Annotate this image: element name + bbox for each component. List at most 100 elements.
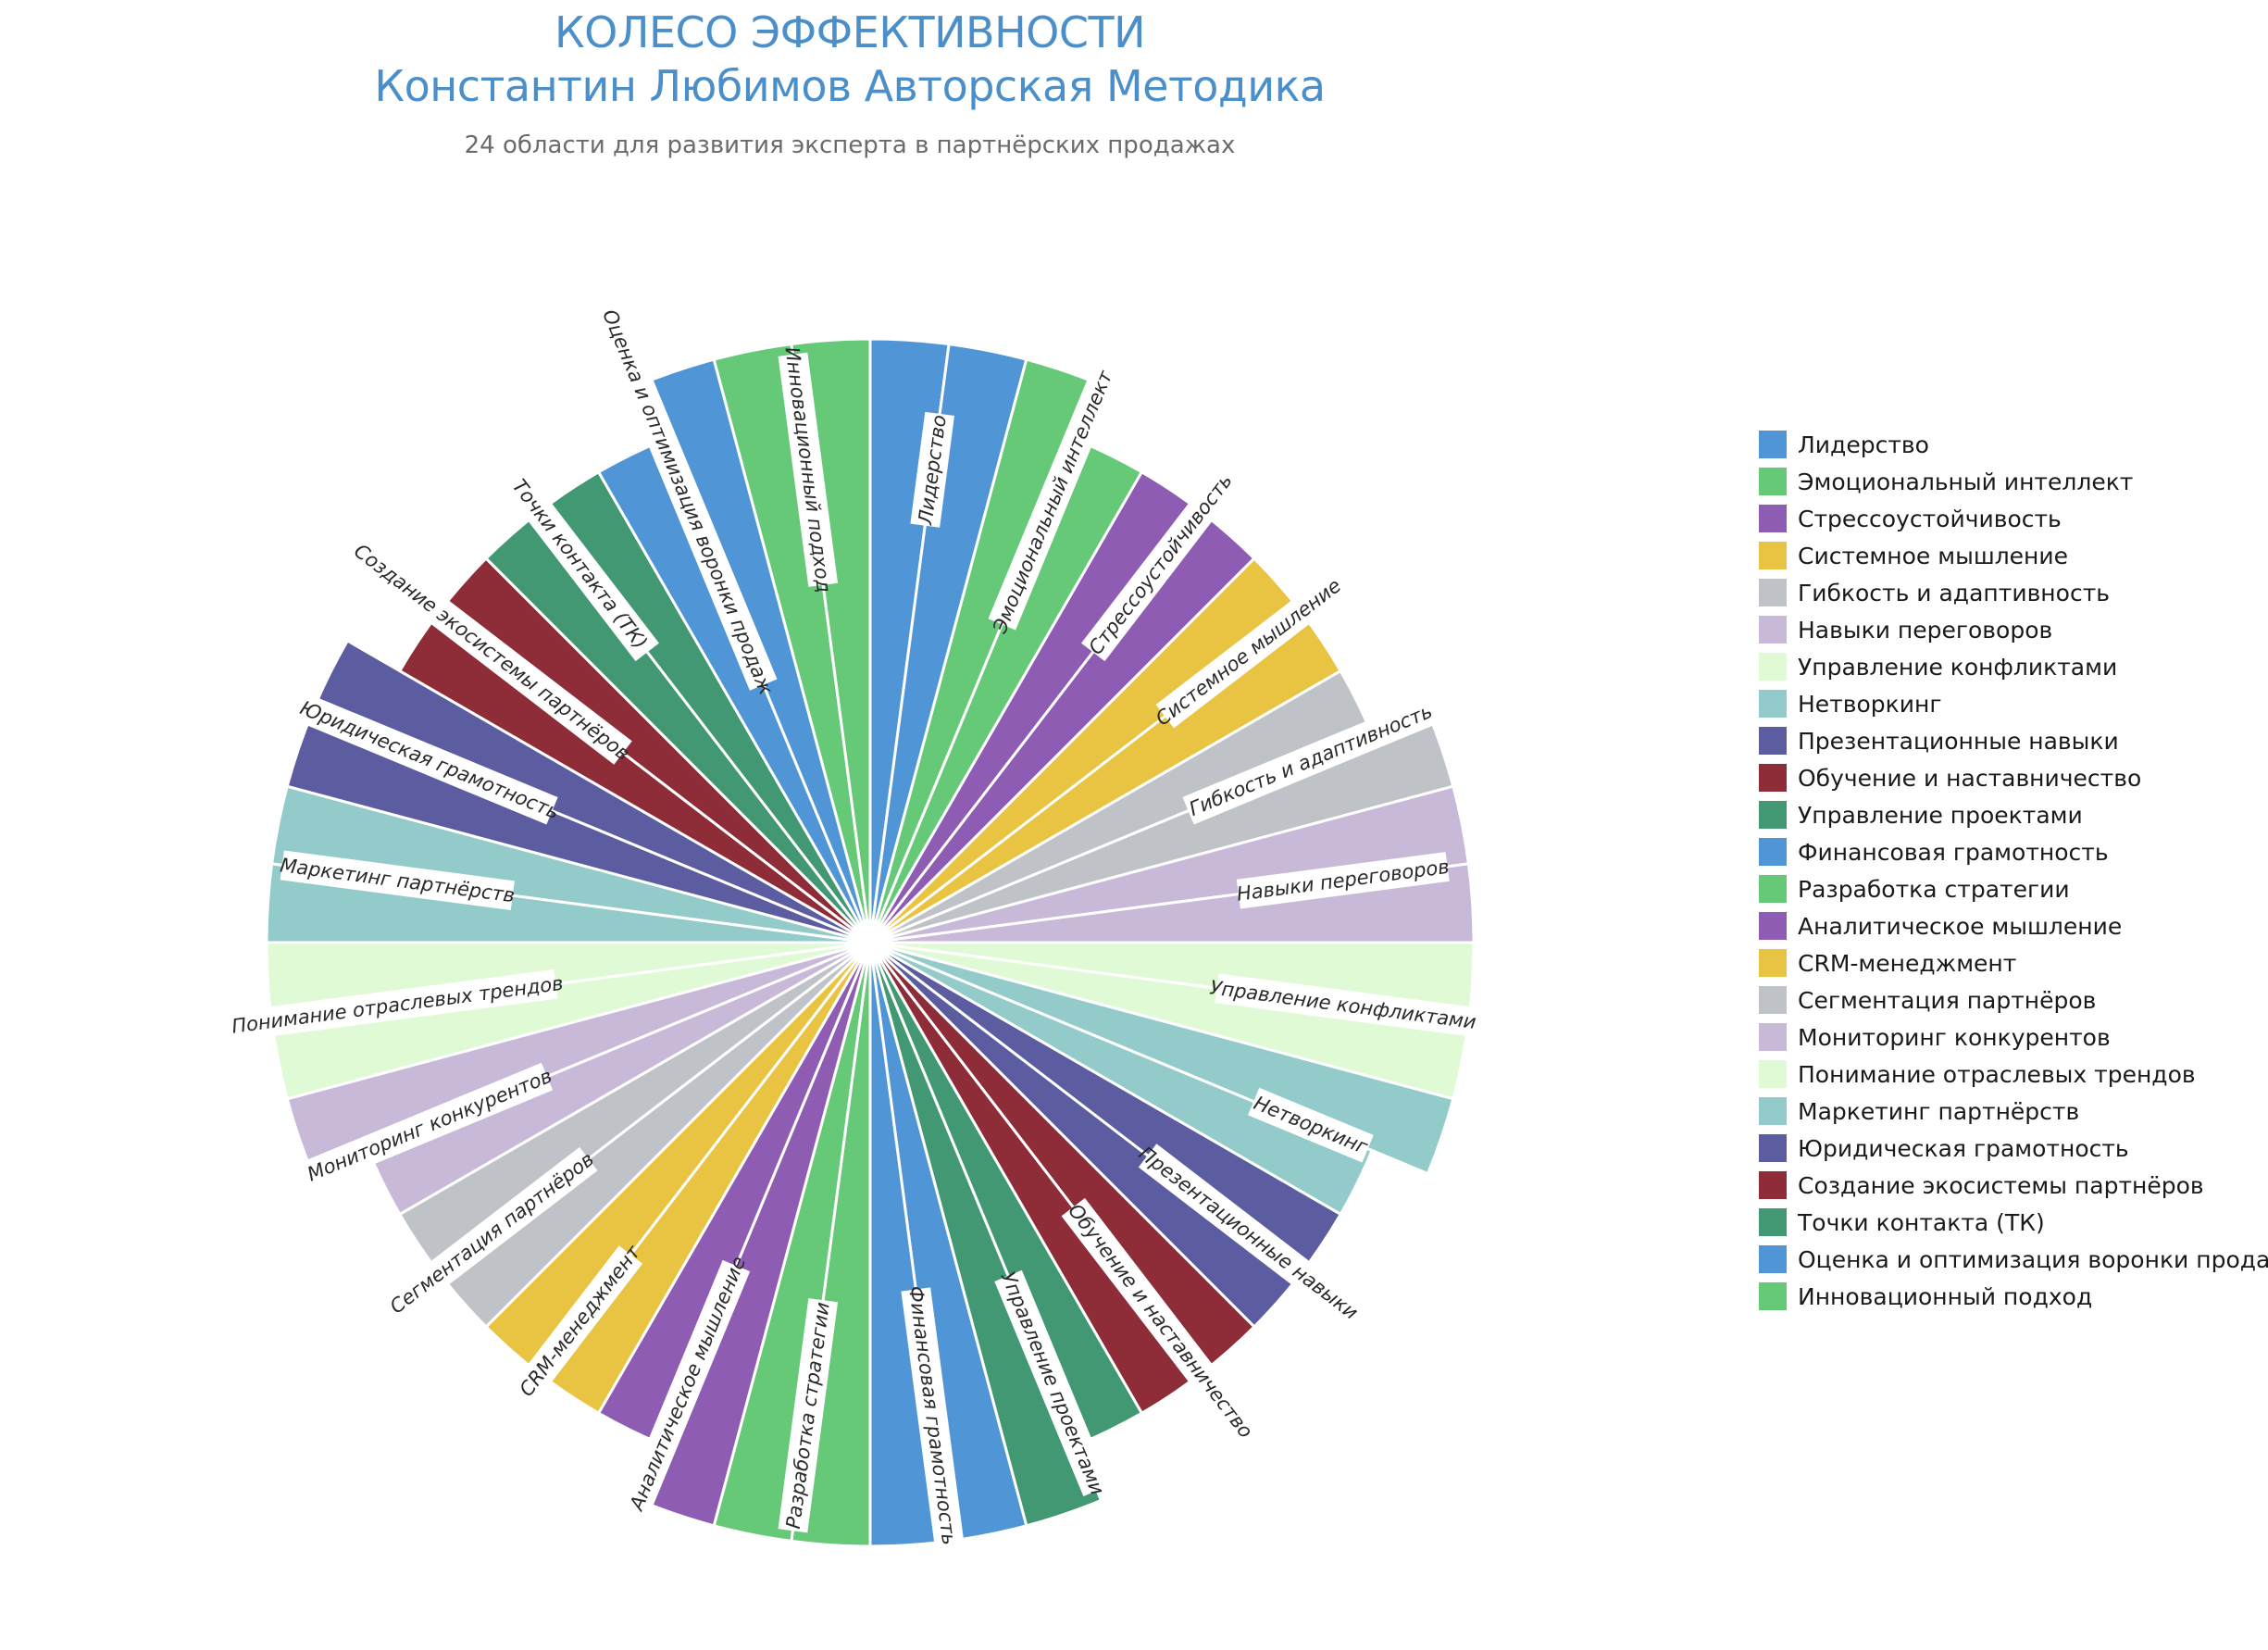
legend-item-24[interactable]: Инновационный подход bbox=[1759, 1278, 2268, 1315]
legend-item-15[interactable]: CRM-менеджмент bbox=[1759, 944, 2268, 981]
legend-swatch bbox=[1759, 801, 1787, 829]
legend-item-9[interactable]: Презентационные навыки bbox=[1759, 722, 2268, 759]
wedge-label-bg-19 bbox=[280, 850, 515, 911]
legend-swatch bbox=[1759, 1097, 1787, 1125]
legend-swatch bbox=[1759, 764, 1787, 792]
legend-swatch bbox=[1759, 653, 1787, 681]
wedge-label-bg-9 bbox=[1138, 1144, 1359, 1322]
legend-item-5[interactable]: Гибкость и адаптивность bbox=[1759, 574, 2268, 611]
chart-title-line1: КОЛЕСО ЭФФЕКТИВНОСТИ bbox=[555, 7, 1146, 57]
legend-item-21[interactable]: Создание экосистемы партнёров bbox=[1759, 1167, 2268, 1204]
wedge-label-bg-23 bbox=[598, 313, 778, 691]
legend-label: Управление проектами bbox=[1798, 801, 2083, 829]
legend-swatch bbox=[1759, 1134, 1787, 1162]
legend-label: Управление конфликтами bbox=[1798, 653, 2118, 681]
legend-label: Эмоциональный интеллект bbox=[1798, 468, 2134, 495]
legend-swatch bbox=[1759, 1171, 1787, 1199]
legend-item-14[interactable]: Аналитическое мышление bbox=[1759, 907, 2268, 944]
legend-label: Понимание отраслевых трендов bbox=[1798, 1060, 2196, 1088]
legend-item-18[interactable]: Понимание отраслевых трендов bbox=[1759, 1056, 2268, 1093]
legend-label: Аналитическое мышление bbox=[1798, 912, 2123, 940]
legend-label: Презентационные навыки bbox=[1798, 727, 2119, 755]
legend-swatch bbox=[1759, 1282, 1787, 1310]
legend-label: Обучение и наставничество bbox=[1798, 764, 2142, 792]
wedge-label-bg-18 bbox=[237, 969, 558, 1041]
legend-swatch bbox=[1759, 838, 1787, 866]
legend-item-6[interactable]: Навыки переговоров bbox=[1759, 611, 2268, 648]
legend-label: Создание экосистемы партнёров bbox=[1798, 1171, 2204, 1199]
wedge-label-bg-14 bbox=[625, 1259, 751, 1506]
wedge-label-bg-3 bbox=[1081, 467, 1240, 662]
legend-item-22[interactable]: Точки контакта (ТК) bbox=[1759, 1204, 2268, 1241]
legend-label: Гибкость и адаптивность bbox=[1798, 579, 2110, 606]
wedge-group bbox=[265, 337, 1476, 1548]
legend-swatch bbox=[1759, 690, 1787, 718]
legend-swatch bbox=[1759, 616, 1787, 644]
legend-label: Маркетинг партнёрств bbox=[1798, 1097, 2080, 1125]
wedge-label-bg-24 bbox=[778, 352, 839, 587]
wedge-label-bg-22 bbox=[500, 467, 659, 662]
legend-item-1[interactable]: Лидерство bbox=[1759, 426, 2268, 463]
legend-item-2[interactable]: Эмоциональный интеллект bbox=[1759, 463, 2268, 500]
legend-item-20[interactable]: Юридическая грамотность bbox=[1759, 1130, 2268, 1167]
legend-label: Оценка и оптимизация воронки продаж bbox=[1798, 1245, 2268, 1273]
legend-label: Лидерство bbox=[1798, 431, 1929, 458]
legend-item-8[interactable]: Нетворкинг bbox=[1759, 685, 2268, 722]
wedge-label-bg-13 bbox=[778, 1298, 839, 1533]
wedge-label-bg-17 bbox=[306, 1062, 554, 1188]
legend-item-4[interactable]: Системное мышление bbox=[1759, 537, 2268, 574]
legend-item-7[interactable]: Управление конфликтами bbox=[1759, 648, 2268, 685]
wedge-label-bg-4 bbox=[1155, 576, 1341, 729]
legend-label: Нетворкинг bbox=[1798, 690, 1942, 718]
wedge-label-bg-10 bbox=[1061, 1197, 1260, 1444]
legend-item-17[interactable]: Мониторинг конкурентов bbox=[1759, 1019, 2268, 1056]
wedge-label-bg-2 bbox=[988, 373, 1117, 631]
legend-swatch bbox=[1759, 875, 1787, 903]
legend-swatch bbox=[1759, 579, 1787, 606]
chart-title-line2: Константин Любимов Авторская Методика bbox=[374, 61, 1326, 111]
title-block: КОЛЕСО ЭФФЕКТИВНОСТИ Константин Любимов … bbox=[0, 0, 1700, 159]
legend-label: Стрессоустойчивость bbox=[1798, 505, 2062, 532]
legend-label: Сегментация партнёров bbox=[1798, 986, 2097, 1014]
legend-label: Навыки переговоров bbox=[1798, 616, 2053, 644]
legend-item-16[interactable]: Сегментация партнёров bbox=[1759, 981, 2268, 1019]
legend-swatch bbox=[1759, 1208, 1787, 1236]
legend-item-11[interactable]: Управление проектами bbox=[1759, 796, 2268, 833]
chart-legend: Лидерство Эмоциональный интеллект Стрессоу… bbox=[1759, 426, 2268, 1315]
wedge-label-bg-12 bbox=[901, 1287, 964, 1544]
wedge-label-bg-6 bbox=[1236, 852, 1450, 909]
wedge-label-bg-11 bbox=[994, 1269, 1111, 1497]
legend-item-19[interactable]: Маркетинг партнёрств bbox=[1759, 1093, 2268, 1130]
legend-swatch bbox=[1759, 1245, 1787, 1273]
legend-item-3[interactable]: Стрессоустойчивость bbox=[1759, 500, 2268, 537]
legend-swatch bbox=[1759, 986, 1787, 1014]
legend-swatch bbox=[1759, 1023, 1787, 1051]
wedge-label-bg-15 bbox=[517, 1245, 643, 1396]
legend-label: Юридическая грамотность bbox=[1798, 1134, 2129, 1162]
legend-swatch bbox=[1759, 431, 1787, 458]
wedge-label-bg-1 bbox=[910, 411, 955, 528]
legend-item-13[interactable]: Разработка стратегии bbox=[1759, 870, 2268, 907]
wedge-label-bg-20 bbox=[301, 695, 558, 825]
legend-label: Финансовая грамотность bbox=[1798, 838, 2109, 866]
legend-label: Мониторинг конкурентов bbox=[1798, 1023, 2111, 1051]
legend-item-12[interactable]: Финансовая грамотность bbox=[1759, 833, 2268, 870]
legend-swatch bbox=[1759, 727, 1787, 755]
legend-label: Точки контакта (ТК) bbox=[1798, 1208, 2045, 1236]
legend-item-23[interactable]: Оценка и оптимизация воронки продаж bbox=[1759, 1241, 2268, 1278]
legend-swatch bbox=[1759, 468, 1787, 495]
legend-swatch bbox=[1759, 505, 1787, 532]
wedge-label-bg-5 bbox=[1182, 695, 1439, 825]
legend-label: Инновационный подход bbox=[1798, 1282, 2093, 1310]
wedge-label-bg-8 bbox=[1248, 1087, 1374, 1163]
legend-label: Системное мышление bbox=[1798, 542, 2069, 569]
legend-label: CRM-менеджмент bbox=[1798, 949, 2017, 977]
legend-swatch bbox=[1759, 1060, 1787, 1088]
legend-item-10[interactable]: Обучение и наставничество bbox=[1759, 759, 2268, 796]
legend-swatch bbox=[1759, 912, 1787, 940]
wedge-label-bg-16 bbox=[386, 1146, 598, 1319]
chart-subtitle: 24 области для развития эксперта в партн… bbox=[464, 131, 1236, 159]
legend-label: Разработка стратегии bbox=[1798, 875, 2070, 903]
legend-swatch bbox=[1759, 542, 1787, 569]
